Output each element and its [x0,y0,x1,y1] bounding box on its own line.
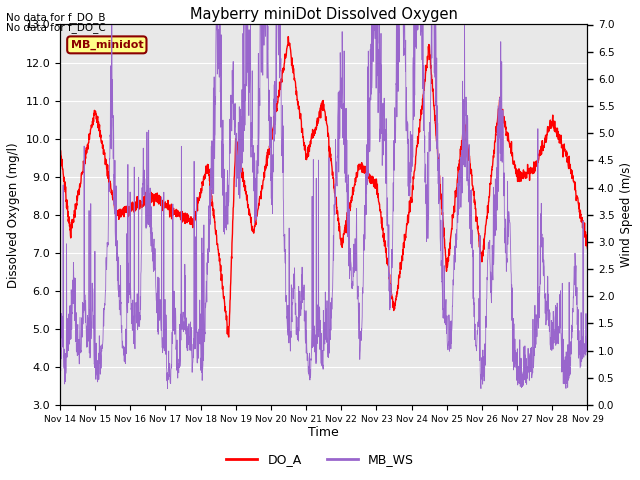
Y-axis label: Wind Speed (m/s): Wind Speed (m/s) [620,162,633,267]
Text: No data for f_DO_B: No data for f_DO_B [6,12,106,23]
Text: No data for f_DO_C: No data for f_DO_C [6,22,106,33]
Title: Mayberry miniDot Dissolved Oxygen: Mayberry miniDot Dissolved Oxygen [190,7,458,22]
Y-axis label: Dissolved Oxygen (mg/l): Dissolved Oxygen (mg/l) [7,142,20,288]
X-axis label: Time: Time [308,426,339,440]
Legend: DO_A, MB_WS: DO_A, MB_WS [221,448,419,471]
Text: MB_minidot: MB_minidot [70,40,143,50]
